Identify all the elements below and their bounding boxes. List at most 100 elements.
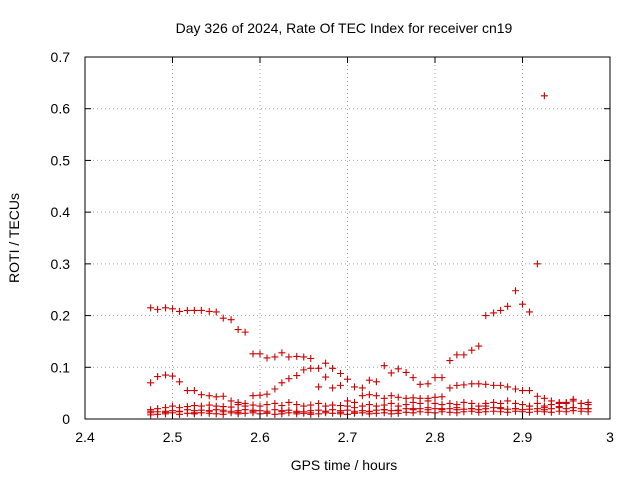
data-point (293, 401, 301, 409)
y-tick-label: 0.3 (51, 256, 71, 272)
data-point (569, 404, 577, 412)
data-point (212, 410, 220, 418)
y-tick-label: 0.7 (51, 49, 71, 65)
chart-title: Day 326 of 2024, Rate Of TEC Index for r… (176, 20, 513, 36)
data-point (271, 385, 279, 393)
data-point (424, 406, 432, 414)
data-point (533, 260, 541, 268)
data-point (183, 306, 191, 314)
data-point (562, 408, 570, 416)
data-point (475, 342, 483, 350)
data-point (431, 393, 439, 401)
data-point (482, 380, 490, 388)
data-point (358, 409, 366, 417)
data-point (263, 409, 271, 417)
data-point (424, 380, 432, 388)
y-tick-label: 0.5 (51, 152, 71, 168)
x-tick-label: 2.7 (338, 429, 358, 445)
data-point (190, 306, 198, 314)
data-point (307, 354, 315, 362)
data-point (205, 307, 213, 315)
data-point (285, 353, 293, 361)
data-point (504, 383, 512, 391)
data-point (197, 306, 205, 314)
data-point (249, 407, 257, 415)
data-point (562, 398, 570, 406)
data-point (490, 407, 498, 415)
data-point (256, 350, 264, 358)
data-point (526, 308, 533, 316)
x-axis-label: GPS time / hours (291, 457, 398, 473)
data-point (271, 410, 279, 418)
data-point (512, 385, 519, 393)
data-point (497, 404, 505, 412)
data-point (372, 392, 380, 400)
data-point (540, 394, 548, 402)
data-point (176, 307, 183, 315)
data-point (293, 372, 301, 380)
data-point (285, 398, 293, 406)
data-point (263, 401, 271, 409)
data-point (278, 408, 286, 416)
data-point (372, 409, 380, 417)
data-point (555, 403, 563, 411)
data-point (460, 381, 468, 389)
data-point (394, 365, 402, 373)
data-point (190, 387, 198, 395)
data-point (533, 407, 541, 415)
x-tick-label: 2.6 (250, 429, 270, 445)
data-point (519, 300, 526, 308)
data-point (249, 392, 257, 400)
data-point (387, 369, 395, 377)
data-point (394, 393, 402, 401)
data-point (540, 92, 548, 100)
data-point (169, 372, 176, 380)
data-point (446, 408, 454, 416)
data-point (453, 351, 461, 359)
data-point (380, 406, 388, 414)
data-point (431, 374, 439, 382)
data-point (197, 409, 205, 417)
data-point (547, 408, 555, 416)
data-point (263, 354, 271, 362)
data-point (205, 407, 213, 415)
data-point (212, 393, 220, 401)
data-point (162, 304, 169, 312)
data-point (351, 409, 358, 417)
data-point (322, 359, 330, 367)
data-point (416, 380, 424, 388)
data-point (372, 378, 380, 386)
data-point (475, 380, 483, 388)
data-point (482, 402, 490, 410)
data-point (169, 305, 176, 313)
data-points (147, 92, 592, 419)
data-point (300, 353, 308, 361)
data-point (147, 379, 155, 387)
data-point (365, 408, 373, 416)
data-point (337, 408, 344, 416)
data-point (293, 408, 301, 416)
data-point (526, 402, 533, 410)
data-point (329, 364, 337, 372)
data-point (387, 392, 395, 400)
data-point (183, 387, 191, 395)
data-point (504, 408, 512, 416)
data-point (497, 381, 505, 389)
data-point (315, 410, 323, 418)
data-point (584, 398, 592, 406)
grid (85, 57, 610, 419)
data-point (147, 407, 155, 415)
data-point (197, 391, 205, 399)
data-point (533, 392, 541, 400)
data-point (577, 407, 585, 415)
data-point (365, 401, 373, 409)
data-point (490, 309, 498, 317)
data-point (183, 409, 191, 417)
data-point (344, 375, 351, 383)
data-point (512, 287, 519, 295)
data-point (219, 408, 227, 416)
data-point (241, 409, 249, 417)
data-point (205, 392, 213, 400)
data-point (409, 398, 417, 406)
